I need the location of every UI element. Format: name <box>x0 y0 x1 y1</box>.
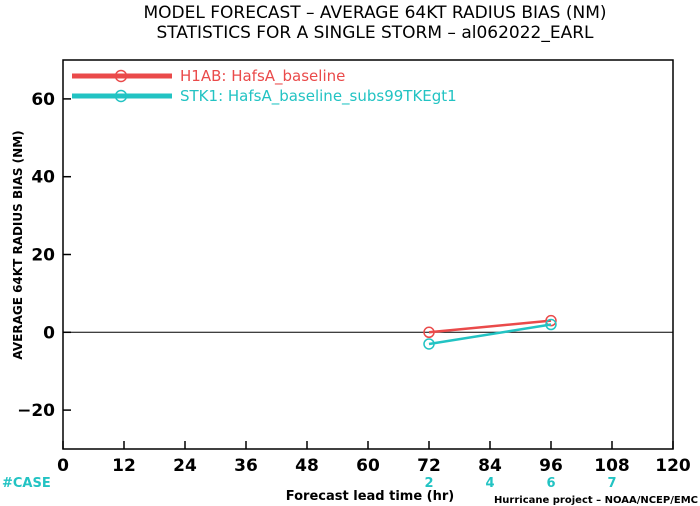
plot-area <box>62 59 674 450</box>
chart-subtitle: STATISTICS FOR A SINGLE STORM – al062022… <box>156 23 594 43</box>
legend-label: H1AB: HafsA_baseline <box>180 67 345 86</box>
y-tick-label: 40 <box>31 168 55 188</box>
legend-marker <box>114 69 128 83</box>
y-tick-label: −20 <box>17 401 55 421</box>
x-tick-label: 60 <box>356 456 380 476</box>
case-counts: 2 4 6 7 <box>424 476 616 491</box>
y-axis-label: AVERAGE 64KT RADIUS BIAS (NM) <box>11 130 25 359</box>
chart-title: MODEL FORECAST – AVERAGE 64KT RADIUS BIA… <box>143 3 606 23</box>
data-point <box>545 318 557 331</box>
case-count: 4 <box>485 476 494 491</box>
x-tick-label: 48 <box>295 456 319 476</box>
x-tick-label: 72 <box>417 456 441 476</box>
data-point <box>423 326 435 339</box>
case-count: 7 <box>607 476 616 491</box>
series-layer <box>423 314 557 350</box>
x-tick-label: 24 <box>173 456 197 476</box>
y-axis-ticks: −20 0 20 40 60 <box>17 90 71 421</box>
x-tick-label: 120 <box>655 456 691 476</box>
x-tick-label: 108 <box>594 456 630 476</box>
legend-label: STK1: HafsA_baseline_subs99TKEgt1 <box>180 87 457 106</box>
credit-text: Hurricane project – NOAA/NCEP/EMC <box>494 495 698 506</box>
x-tick-label: 0 <box>57 456 69 476</box>
x-tick-label: 12 <box>112 456 136 476</box>
case-count: 2 <box>424 476 433 491</box>
x-tick-label: 96 <box>539 456 563 476</box>
x-axis-label: Forecast lead time (hr) <box>286 489 454 504</box>
x-tick-label: 36 <box>234 456 258 476</box>
legend-marker <box>114 89 128 103</box>
data-point <box>423 338 435 350</box>
x-tick-label: 84 <box>478 456 502 476</box>
case-count: 6 <box>546 476 555 491</box>
x-axis-ticks: 0 12 24 36 48 60 72 84 96 108 120 <box>57 441 691 476</box>
y-tick-label: 60 <box>31 90 55 110</box>
series-line <box>428 319 552 334</box>
case-count-label: #CASE <box>2 476 51 491</box>
y-tick-label: 20 <box>31 246 55 266</box>
series-line <box>428 323 552 346</box>
y-tick-label: 0 <box>43 323 55 343</box>
